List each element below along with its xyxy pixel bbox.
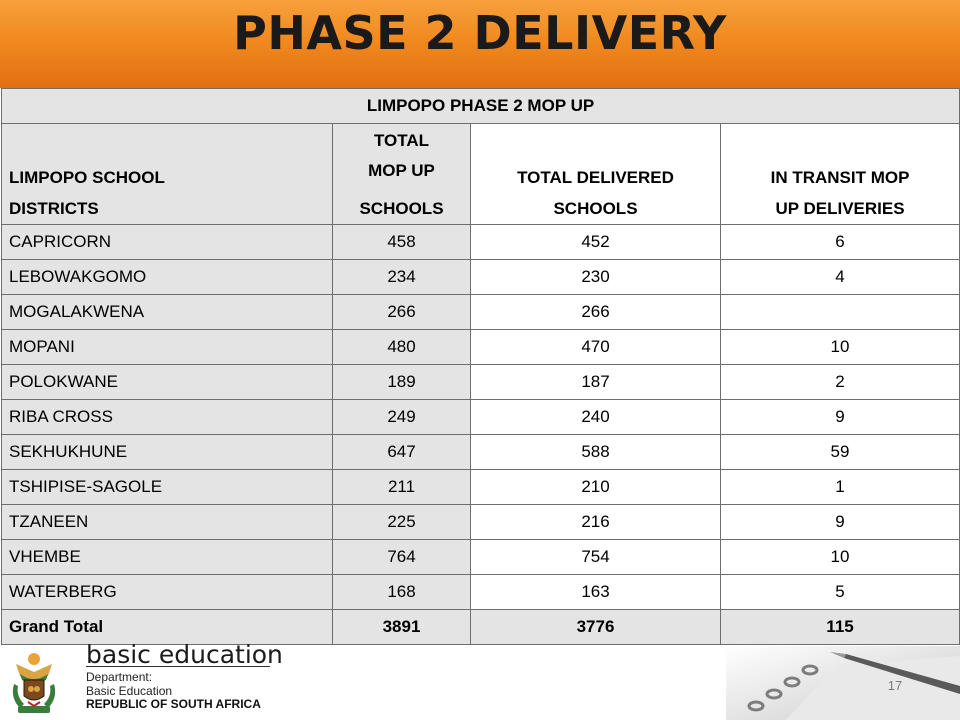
transit-cell: 59 xyxy=(719,434,960,470)
department-line3: REPUBLIC OF SOUTH AFRICA xyxy=(86,697,261,711)
grand-total-delivered: 3776 xyxy=(470,609,721,645)
transit-cell: 9 xyxy=(719,504,960,540)
total-cell: 225 xyxy=(332,504,471,540)
delivered-cell: 452 xyxy=(470,224,721,260)
delivered-cell: 470 xyxy=(470,329,721,365)
delivered-cell: 754 xyxy=(470,539,721,575)
total-cell: 189 xyxy=(332,364,471,400)
header-in-transit: IN TRANSIT MOP UP DELIVERIES xyxy=(719,123,960,225)
department-line2: Basic Education xyxy=(86,684,173,698)
table-title-row: LIMPOPO PHASE 2 MOP UP xyxy=(0,88,960,124)
department-heading: basic education xyxy=(86,640,283,669)
district-cell: CAPRICORN xyxy=(1,224,333,260)
delivered-cell: 187 xyxy=(470,364,721,400)
table-title: LIMPOPO PHASE 2 MOP UP xyxy=(0,88,960,124)
transit-cell: 1 xyxy=(719,469,960,505)
table-row: CAPRICORN 458 452 6 xyxy=(1,224,960,260)
district-cell: WATERBERG xyxy=(1,574,333,610)
table-row: MOPANI 480 470 10 xyxy=(1,329,960,365)
grand-total-transit: 115 xyxy=(719,609,960,645)
column-header-row: LIMPOPO SCHOOL DISTRICTS TOTAL MOP UP SCHOO… xyxy=(1,123,960,225)
table-row: SEKHUKHUNE 647 588 59 xyxy=(1,434,960,470)
total-cell: 249 xyxy=(332,399,471,435)
page-number: 17 xyxy=(887,678,903,693)
header-districts: LIMPOPO SCHOOL DISTRICTS xyxy=(1,123,333,225)
delivered-cell: 230 xyxy=(470,259,721,295)
header-total-line3: SCHOOLS xyxy=(359,199,444,218)
table-row: TSHIPISE-SAGOLE 211 210 1 xyxy=(1,469,960,505)
district-cell: RIBA CROSS xyxy=(1,399,333,435)
total-cell: 266 xyxy=(332,294,471,330)
transit-cell: 5 xyxy=(719,574,960,610)
total-cell: 480 xyxy=(332,329,471,365)
district-cell: MOPANI xyxy=(1,329,333,365)
header-total-mop-up: TOTAL MOP UP SCHOOLS xyxy=(332,123,471,225)
table-row: RIBA CROSS 249 240 9 xyxy=(1,399,960,435)
district-cell: VHEMBE xyxy=(1,539,333,575)
header-transit-line1: IN TRANSIT MOP xyxy=(770,168,910,187)
header-total-delivered: TOTAL DELIVERED SCHOOLS xyxy=(470,123,721,225)
district-cell: POLOKWANE xyxy=(1,364,333,400)
notebook-pen-image xyxy=(726,646,960,720)
table-row: TZANEEN 225 216 9 xyxy=(1,504,960,540)
department-line1: Department: xyxy=(86,670,153,684)
grand-total-total: 3891 xyxy=(332,609,471,645)
district-cell: MOGALAKWENA xyxy=(1,294,333,330)
slide-title: PHASE 2 DELIVERY xyxy=(233,6,727,60)
delivered-cell: 163 xyxy=(470,574,721,610)
transit-cell: 9 xyxy=(719,399,960,435)
delivered-cell: 266 xyxy=(470,294,721,330)
table-row: VHEMBE 764 754 10 xyxy=(1,539,960,575)
table-row: LEBOWAKGOMO 234 230 4 xyxy=(1,259,960,295)
delivered-cell: 240 xyxy=(470,399,721,435)
delivered-cell: 216 xyxy=(470,504,721,540)
delivered-cell: 588 xyxy=(470,434,721,470)
table-row: MOGALAKWENA 266 266 xyxy=(1,294,960,330)
header-delivered-line2: SCHOOLS xyxy=(553,199,638,218)
transit-cell: 10 xyxy=(719,539,960,575)
title-band xyxy=(0,0,960,88)
header-total-line2: MOP UP xyxy=(368,161,435,180)
header-districts-line2: DISTRICTS xyxy=(9,199,99,218)
district-cell: SEKHUKHUNE xyxy=(1,434,333,470)
delivered-cell: 210 xyxy=(470,469,721,505)
district-cell: TSHIPISE-SAGOLE xyxy=(1,469,333,505)
mop-up-table: LIMPOPO PHASE 2 MOP UP LIMPOPO SCHOOL DIS… xyxy=(0,88,960,645)
total-cell: 458 xyxy=(332,224,471,260)
header-total-line1: TOTAL xyxy=(373,131,430,150)
total-cell: 234 xyxy=(332,259,471,295)
grand-total-row: Grand Total 3891 3776 115 xyxy=(1,609,960,645)
district-cell: LEBOWAKGOMO xyxy=(1,259,333,295)
transit-cell: 2 xyxy=(719,364,960,400)
total-cell: 211 xyxy=(332,469,471,505)
transit-cell xyxy=(719,294,960,330)
transit-cell: 4 xyxy=(719,259,960,295)
table-row: POLOKWANE 189 187 2 xyxy=(1,364,960,400)
header-delivered-line1: TOTAL DELIVERED xyxy=(517,168,674,187)
total-cell: 168 xyxy=(332,574,471,610)
header-districts-line1: LIMPOPO SCHOOL xyxy=(9,168,165,187)
total-cell: 764 xyxy=(332,539,471,575)
transit-cell: 10 xyxy=(719,329,960,365)
department-divider xyxy=(86,666,270,667)
district-cell: TZANEEN xyxy=(1,504,333,540)
table-row: WATERBERG 168 163 5 xyxy=(1,574,960,610)
grand-total-label: Grand Total xyxy=(1,609,333,645)
total-cell: 647 xyxy=(332,434,471,470)
header-transit-line2: UP DELIVERIES xyxy=(775,199,905,218)
coat-of-arms-logo xyxy=(12,653,56,713)
transit-cell: 6 xyxy=(719,224,960,260)
